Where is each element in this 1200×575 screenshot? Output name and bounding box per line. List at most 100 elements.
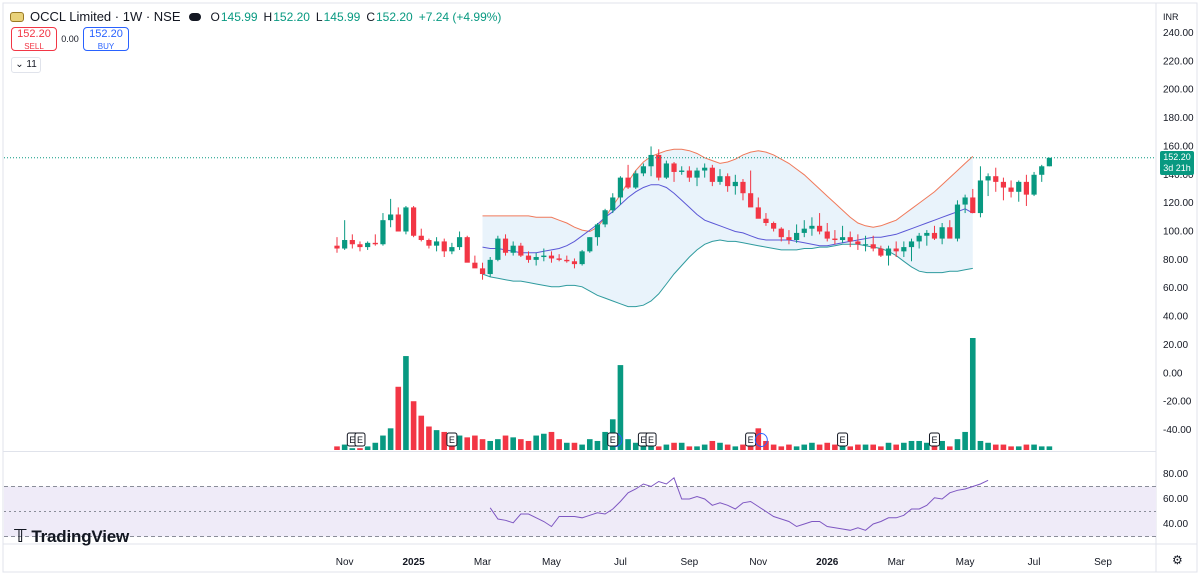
candle-body xyxy=(862,244,869,246)
candle-body xyxy=(732,181,738,187)
candle-body xyxy=(947,227,953,239)
currency-label[interactable]: INR xyxy=(1163,12,1179,22)
volume-bar xyxy=(640,444,647,450)
candle-body xyxy=(342,240,348,249)
rsi-tick-label: 40.00 xyxy=(1163,519,1188,530)
earnings-marker xyxy=(928,432,940,447)
sell-button[interactable]: 152.20 SELL xyxy=(11,27,57,51)
candle-body xyxy=(449,247,455,252)
candle-body xyxy=(740,181,746,194)
volume-bar xyxy=(954,439,961,450)
price-tick-label: -20.00 xyxy=(1163,397,1192,408)
candle-body xyxy=(771,222,777,229)
indicators-count: 11 xyxy=(26,59,37,70)
volume-bar xyxy=(395,386,402,450)
candle-body xyxy=(533,257,539,260)
candle-body xyxy=(395,214,401,232)
volume-bar xyxy=(586,439,593,450)
volume-bar xyxy=(969,338,976,450)
volume-bar xyxy=(541,433,547,450)
volume-bar xyxy=(564,442,570,450)
volume-bar xyxy=(464,437,471,450)
price-tick-label: 240.00 xyxy=(1163,28,1194,39)
candle-body xyxy=(502,238,509,253)
volume-bar xyxy=(878,446,884,450)
price-tick-label: 220.00 xyxy=(1163,56,1194,67)
volume-bar xyxy=(456,435,463,450)
candle-body xyxy=(441,241,447,252)
volume-bar xyxy=(579,444,585,450)
candle-body xyxy=(640,166,646,174)
rsi-line xyxy=(489,476,989,531)
gear-icon[interactable]: ⚙ xyxy=(1172,553,1183,567)
symbol-title[interactable]: OCCL Limited · 1W · NSE xyxy=(30,9,181,24)
volume-bar xyxy=(793,446,800,450)
volume-bar xyxy=(709,440,716,450)
volume-bar xyxy=(740,444,746,450)
buy-price: 152.20 xyxy=(89,28,123,40)
price-tick-label: 60.00 xyxy=(1163,283,1188,294)
close-value: 152.20 xyxy=(375,9,413,24)
indicators-toggle-button[interactable]: ⌄ 11 xyxy=(11,57,41,73)
legend-toggle-icon[interactable] xyxy=(188,12,201,21)
volume-bar xyxy=(908,440,915,450)
time-tick-label: Sep xyxy=(680,557,698,568)
earnings-marker-label: E xyxy=(748,435,754,445)
candle-body xyxy=(977,180,984,214)
volume-bar xyxy=(1000,444,1007,450)
volume-bar xyxy=(617,365,624,450)
rsi-tick-label: 80.00 xyxy=(1163,469,1188,480)
candle-body xyxy=(870,244,876,249)
candle-body xyxy=(380,220,386,245)
earnings-marker xyxy=(837,432,849,447)
time-tick-label: Jul xyxy=(614,557,627,568)
volume-bar xyxy=(816,444,823,450)
candle-body xyxy=(525,255,532,260)
volume-bar xyxy=(556,439,562,450)
volume-bar xyxy=(686,446,693,450)
candle-body xyxy=(939,227,945,239)
price-tick-label: 140.00 xyxy=(1163,170,1194,181)
candle-body xyxy=(372,242,378,245)
candle-body xyxy=(924,232,930,236)
tradingview-logo[interactable]: 𝕋 TradingView xyxy=(14,526,129,547)
tradingview-logo-text: TradingView xyxy=(31,526,130,546)
volume-bar xyxy=(801,444,808,450)
candle-body xyxy=(564,259,570,262)
volume-bar xyxy=(357,448,363,450)
candle-body xyxy=(418,235,424,241)
candle-body xyxy=(847,237,853,242)
volume-bar xyxy=(663,444,670,450)
candle-body xyxy=(809,225,815,229)
candle-body xyxy=(548,255,555,259)
volume-bar xyxy=(472,435,478,450)
chevron-down-icon: ⌄ xyxy=(15,59,24,70)
candle-body xyxy=(1023,181,1029,195)
candle-body xyxy=(334,245,340,249)
volume-bar xyxy=(632,442,639,450)
price-tick-label: 20.00 xyxy=(1163,340,1188,351)
earnings-marker-label: E xyxy=(449,435,455,445)
candle-body xyxy=(679,170,685,172)
candle-body xyxy=(1039,166,1045,175)
candle-body xyxy=(1000,181,1007,188)
volume-bar xyxy=(1015,446,1022,450)
candle-body xyxy=(832,238,838,241)
spread-value: 0.00 xyxy=(61,34,79,44)
buy-button[interactable]: 152.20 BUY xyxy=(83,27,129,51)
volume-bar xyxy=(341,444,348,450)
candle-body xyxy=(648,154,654,167)
low-value: 145.99 xyxy=(323,9,361,24)
price-tick-label: 200.00 xyxy=(1163,85,1194,96)
candle-body xyxy=(541,255,547,258)
candle-body xyxy=(816,225,823,232)
volume-bar xyxy=(732,446,739,450)
candle-body xyxy=(908,241,915,248)
volume-bar xyxy=(548,431,555,450)
candle-body xyxy=(962,197,968,205)
candle-body xyxy=(625,177,631,188)
volume-bar xyxy=(694,446,700,450)
volume-bar xyxy=(977,440,984,450)
